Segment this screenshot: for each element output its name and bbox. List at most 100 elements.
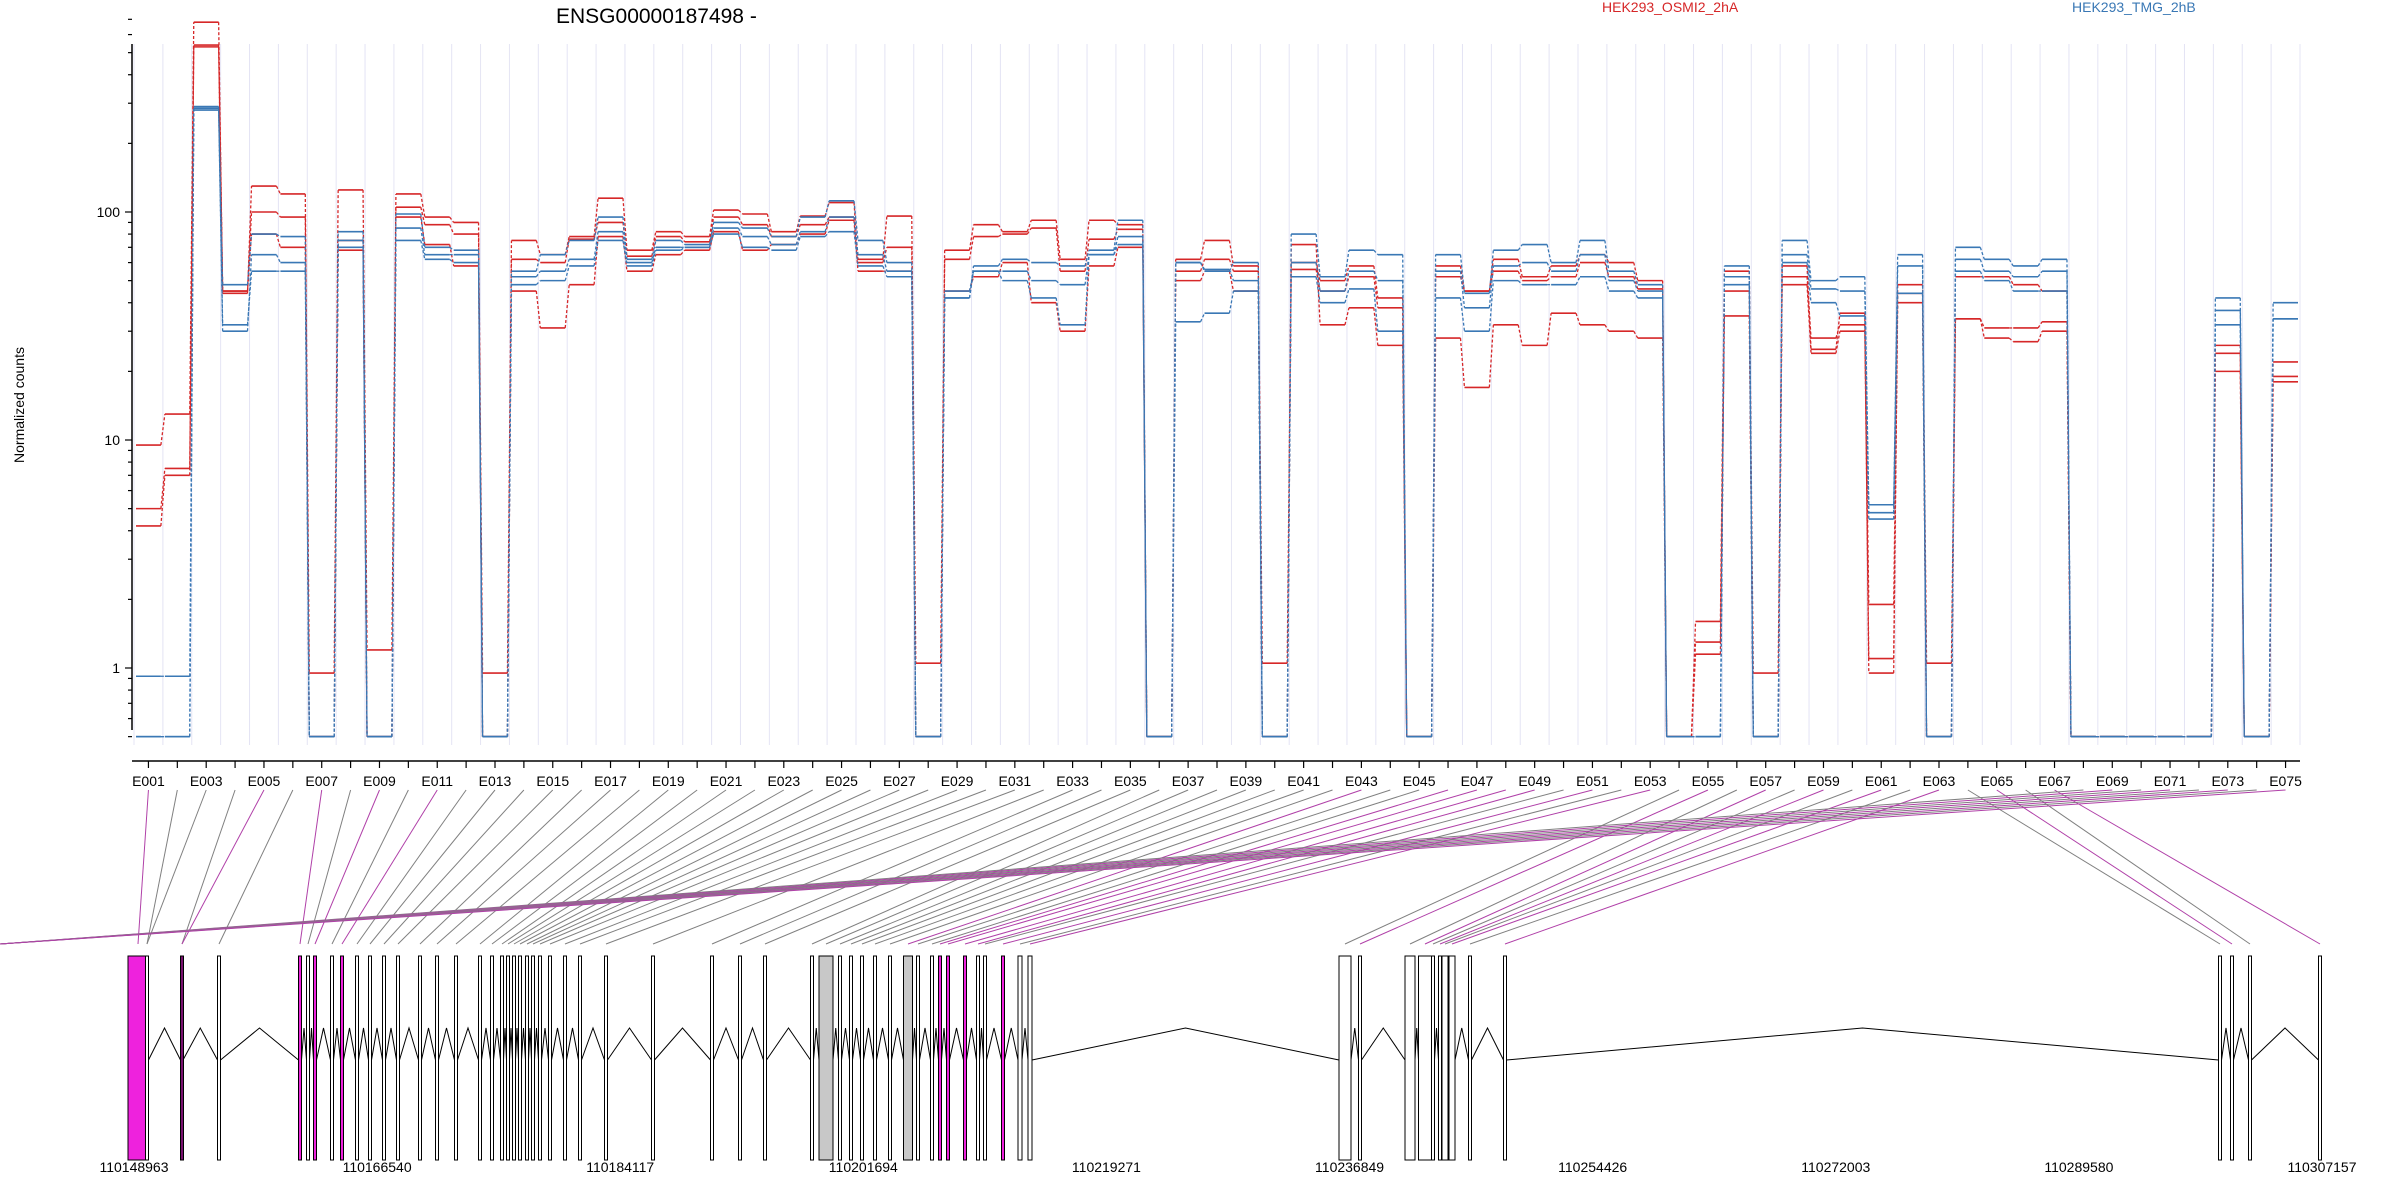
series-transition [737, 222, 744, 229]
exon-connector [984, 789, 1564, 945]
series-transition [997, 270, 1003, 281]
intron-line [891, 1027, 904, 1061]
exon-block [518, 955, 522, 1161]
exon-connector [839, 789, 1218, 945]
series-transition [1517, 259, 1523, 277]
exon-block [963, 955, 967, 1161]
intron-line [832, 1027, 839, 1061]
series-transition [275, 233, 282, 248]
series-transition [333, 240, 339, 737]
series-transition [535, 290, 541, 329]
series-transition [593, 222, 599, 240]
exon-separator-grid [133, 44, 2301, 745]
series-transition [997, 258, 1003, 267]
series-transition [1459, 271, 1466, 308]
series-transition [564, 259, 570, 272]
series-transition [1113, 219, 1119, 226]
series-transition [1575, 240, 1581, 263]
x-tick-label: E067 [2038, 773, 2071, 789]
series-transition [737, 231, 744, 251]
series-transition [1517, 244, 1523, 251]
intron-line [521, 1027, 526, 1061]
exon-block [340, 955, 344, 1161]
series-transition [2008, 270, 2014, 278]
series-transition [160, 413, 166, 446]
series-transition [708, 231, 715, 251]
exon-block [810, 955, 814, 1161]
exon-connector [218, 789, 294, 945]
exon-block [938, 955, 942, 1161]
series-transition [535, 280, 541, 286]
genomic-coordinate-label: 110184117 [586, 1159, 654, 1175]
series-transition [1488, 324, 1495, 388]
intron-line [371, 1027, 383, 1061]
exon-connector [2025, 789, 2251, 945]
exon-block [538, 955, 542, 1161]
exon-connector [181, 789, 265, 945]
exon-block [946, 955, 950, 1161]
series-transition [2066, 271, 2072, 737]
exon-block [435, 955, 439, 1161]
intron-line [309, 1027, 314, 1061]
intron-line [333, 1027, 341, 1061]
series-transition [795, 215, 801, 232]
intron-line [966, 1027, 977, 1061]
intron-line [919, 1027, 931, 1061]
series-transition [1864, 291, 1870, 513]
x-tick-label: E029 [941, 773, 974, 789]
series-transition [1171, 262, 1177, 737]
series-transition [535, 270, 541, 278]
exon-block [330, 955, 334, 1161]
series-transition [1113, 236, 1119, 255]
exon-block [382, 955, 386, 1161]
series-transition [160, 468, 166, 509]
exon-connector [507, 789, 756, 945]
series-transition [1806, 240, 1812, 281]
series-transition [1575, 312, 1581, 326]
exon-connector [939, 789, 1449, 945]
series-HEK293_OSMI2_2hA [136, 44, 2298, 738]
series-transition [882, 215, 888, 260]
exon-connector [539, 789, 900, 945]
exon-connector [2054, 789, 2321, 945]
exon-connector [977, 789, 1535, 945]
intron-line [1361, 1027, 1406, 1061]
series-transition [1633, 262, 1639, 281]
intron-line [863, 1027, 874, 1061]
series-transition [1084, 254, 1090, 325]
series-HEK293_TMG_2hB [136, 107, 2298, 738]
exon-connector [1019, 789, 1622, 945]
exon-connector [1344, 789, 1680, 945]
series-transition [1979, 270, 1985, 281]
intron-line [986, 1027, 1002, 1061]
series-transition [1546, 276, 1552, 282]
exon-block [1358, 955, 1362, 1161]
series-transition [737, 227, 744, 237]
intron-line [551, 1027, 564, 1061]
series-transition [882, 240, 888, 263]
exon-connector [0, 789, 2286, 945]
series-transition [998, 233, 1003, 238]
intron-line [493, 1027, 501, 1061]
x-tick-label: E031 [998, 773, 1031, 789]
exon-connector [146, 789, 178, 945]
intron-line [316, 1027, 331, 1061]
series-transition [622, 231, 628, 263]
series-transition [1026, 220, 1032, 232]
exon-connector [1424, 789, 1766, 945]
series-transition [246, 211, 253, 292]
x-tick-label: E019 [652, 773, 685, 789]
x-tick-label: E027 [883, 773, 916, 789]
series-transition [1055, 280, 1061, 286]
exon-block [2218, 955, 2222, 1161]
series-transition [420, 240, 426, 260]
series-transition [824, 216, 830, 232]
x-tick-label: E075 [2269, 773, 2302, 789]
series-transition [2037, 330, 2043, 342]
exon-block [738, 955, 742, 1161]
x-tick-label: E059 [1807, 773, 1840, 789]
exon-connector [479, 789, 669, 945]
series-transition [1402, 280, 1408, 737]
gene-model-track [127, 955, 2322, 1161]
